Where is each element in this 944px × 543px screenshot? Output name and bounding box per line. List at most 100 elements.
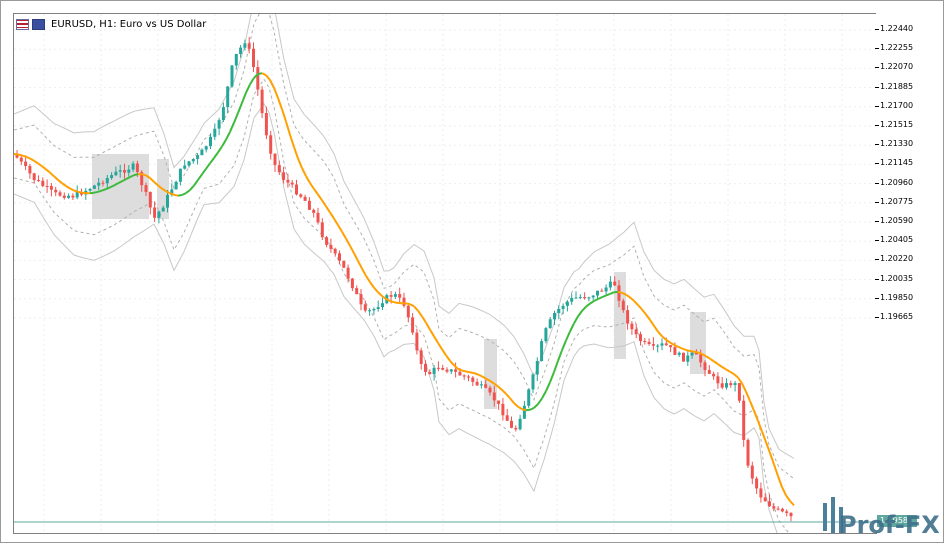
candle-body — [67, 195, 71, 198]
moving-average-segment — [461, 369, 467, 373]
moving-average-segment — [689, 350, 695, 353]
candle-body — [553, 313, 556, 320]
candle-body — [462, 375, 466, 377]
candle-body — [54, 189, 58, 193]
moving-average-segment — [437, 342, 443, 350]
price-scale[interactable] — [876, 13, 942, 532]
moving-average-segment — [565, 331, 571, 341]
candle-body — [105, 178, 109, 184]
moving-average-segment — [157, 184, 163, 190]
moving-average-segment — [349, 245, 355, 254]
moving-average-segment — [713, 360, 719, 366]
moving-average-segment — [117, 180, 123, 185]
moving-average-segment — [669, 341, 675, 346]
moving-average-segment — [693, 350, 699, 354]
euro-flag-icon — [16, 18, 29, 30]
moving-average-segment — [345, 238, 351, 247]
candle-body — [759, 488, 763, 498]
moving-average-segment — [297, 158, 303, 169]
price-tick — [875, 105, 879, 107]
moving-average-segment — [53, 175, 59, 181]
moving-average-segment — [357, 260, 363, 270]
current-price-tag: 1.1958 — [877, 515, 917, 527]
price-tick — [875, 182, 879, 184]
moving-average-segment — [661, 335, 667, 341]
candle-body — [690, 352, 694, 356]
moving-average-segment — [385, 298, 391, 302]
moving-average-segment — [773, 464, 779, 477]
moving-average-segment — [593, 298, 599, 302]
price-label: 1.20590 — [880, 216, 914, 225]
candle-body — [264, 113, 268, 136]
moving-average-segment — [573, 315, 579, 324]
candle-body — [325, 237, 329, 245]
candle-body — [703, 362, 707, 370]
moving-average-segment — [781, 486, 787, 496]
candle-body — [303, 196, 307, 201]
candle-body — [161, 207, 165, 212]
candle-body — [475, 381, 479, 386]
candle-body — [393, 294, 397, 297]
moving-average-segment — [177, 194, 183, 197]
moving-average-segment — [33, 159, 39, 165]
moving-average-segment — [553, 360, 559, 373]
candle-body — [458, 371, 462, 376]
candle-body — [591, 295, 595, 298]
moving-average-segment — [685, 349, 691, 352]
candle-body — [428, 372, 432, 375]
candle-body — [750, 465, 754, 479]
moving-average-segment — [633, 300, 639, 306]
price-tick — [875, 144, 879, 146]
moving-average-segment — [485, 377, 491, 382]
moving-average-segment — [261, 72, 267, 77]
price-label: 1.21700 — [880, 100, 914, 110]
moving-average-segment — [577, 310, 583, 317]
candle-body — [239, 47, 243, 54]
moving-average-segment — [41, 165, 47, 171]
candle-body — [639, 334, 642, 341]
candle-body — [505, 415, 509, 421]
moving-average-segment — [653, 325, 659, 333]
chart-plot-area[interactable] — [13, 13, 877, 534]
candle-body — [531, 374, 535, 390]
candle-body — [634, 329, 638, 335]
candle-body — [376, 307, 380, 309]
moving-average-segment — [257, 72, 263, 75]
candle-body — [720, 383, 724, 388]
candle-body — [596, 290, 599, 296]
price-chart[interactable] — [14, 14, 876, 533]
candle-body — [561, 305, 565, 309]
moving-average-segment — [277, 97, 283, 110]
candle-body — [166, 194, 169, 208]
price-tick — [875, 29, 879, 30]
moving-average-segment — [789, 500, 795, 506]
candle-body — [522, 405, 526, 419]
candle-body — [664, 343, 668, 346]
moving-average-segment — [409, 303, 415, 308]
candle-body — [200, 149, 204, 156]
moving-average-segment — [353, 252, 359, 262]
moving-average-segment — [605, 292, 611, 297]
moving-average-segment — [433, 335, 439, 344]
candle-body — [19, 157, 23, 162]
price-label: 1.20960 — [880, 177, 914, 187]
price-tick — [875, 259, 879, 261]
moving-average-segment — [741, 382, 747, 393]
moving-average-segment — [421, 315, 427, 324]
moving-average-segment — [93, 190, 99, 194]
candle-body — [424, 363, 427, 372]
candle-body — [269, 135, 273, 154]
price-tick — [875, 125, 879, 126]
candle-body — [101, 182, 105, 184]
candle-body — [217, 120, 221, 129]
price-tick — [875, 221, 879, 222]
moving-average-segment — [761, 431, 767, 443]
moving-average-segment — [393, 301, 399, 304]
moving-average-segment — [265, 74, 271, 81]
candle-body — [157, 211, 161, 218]
candle-body — [630, 323, 634, 330]
moving-average-segment — [617, 290, 623, 294]
candle-body — [527, 389, 531, 406]
candle-body — [286, 179, 290, 183]
